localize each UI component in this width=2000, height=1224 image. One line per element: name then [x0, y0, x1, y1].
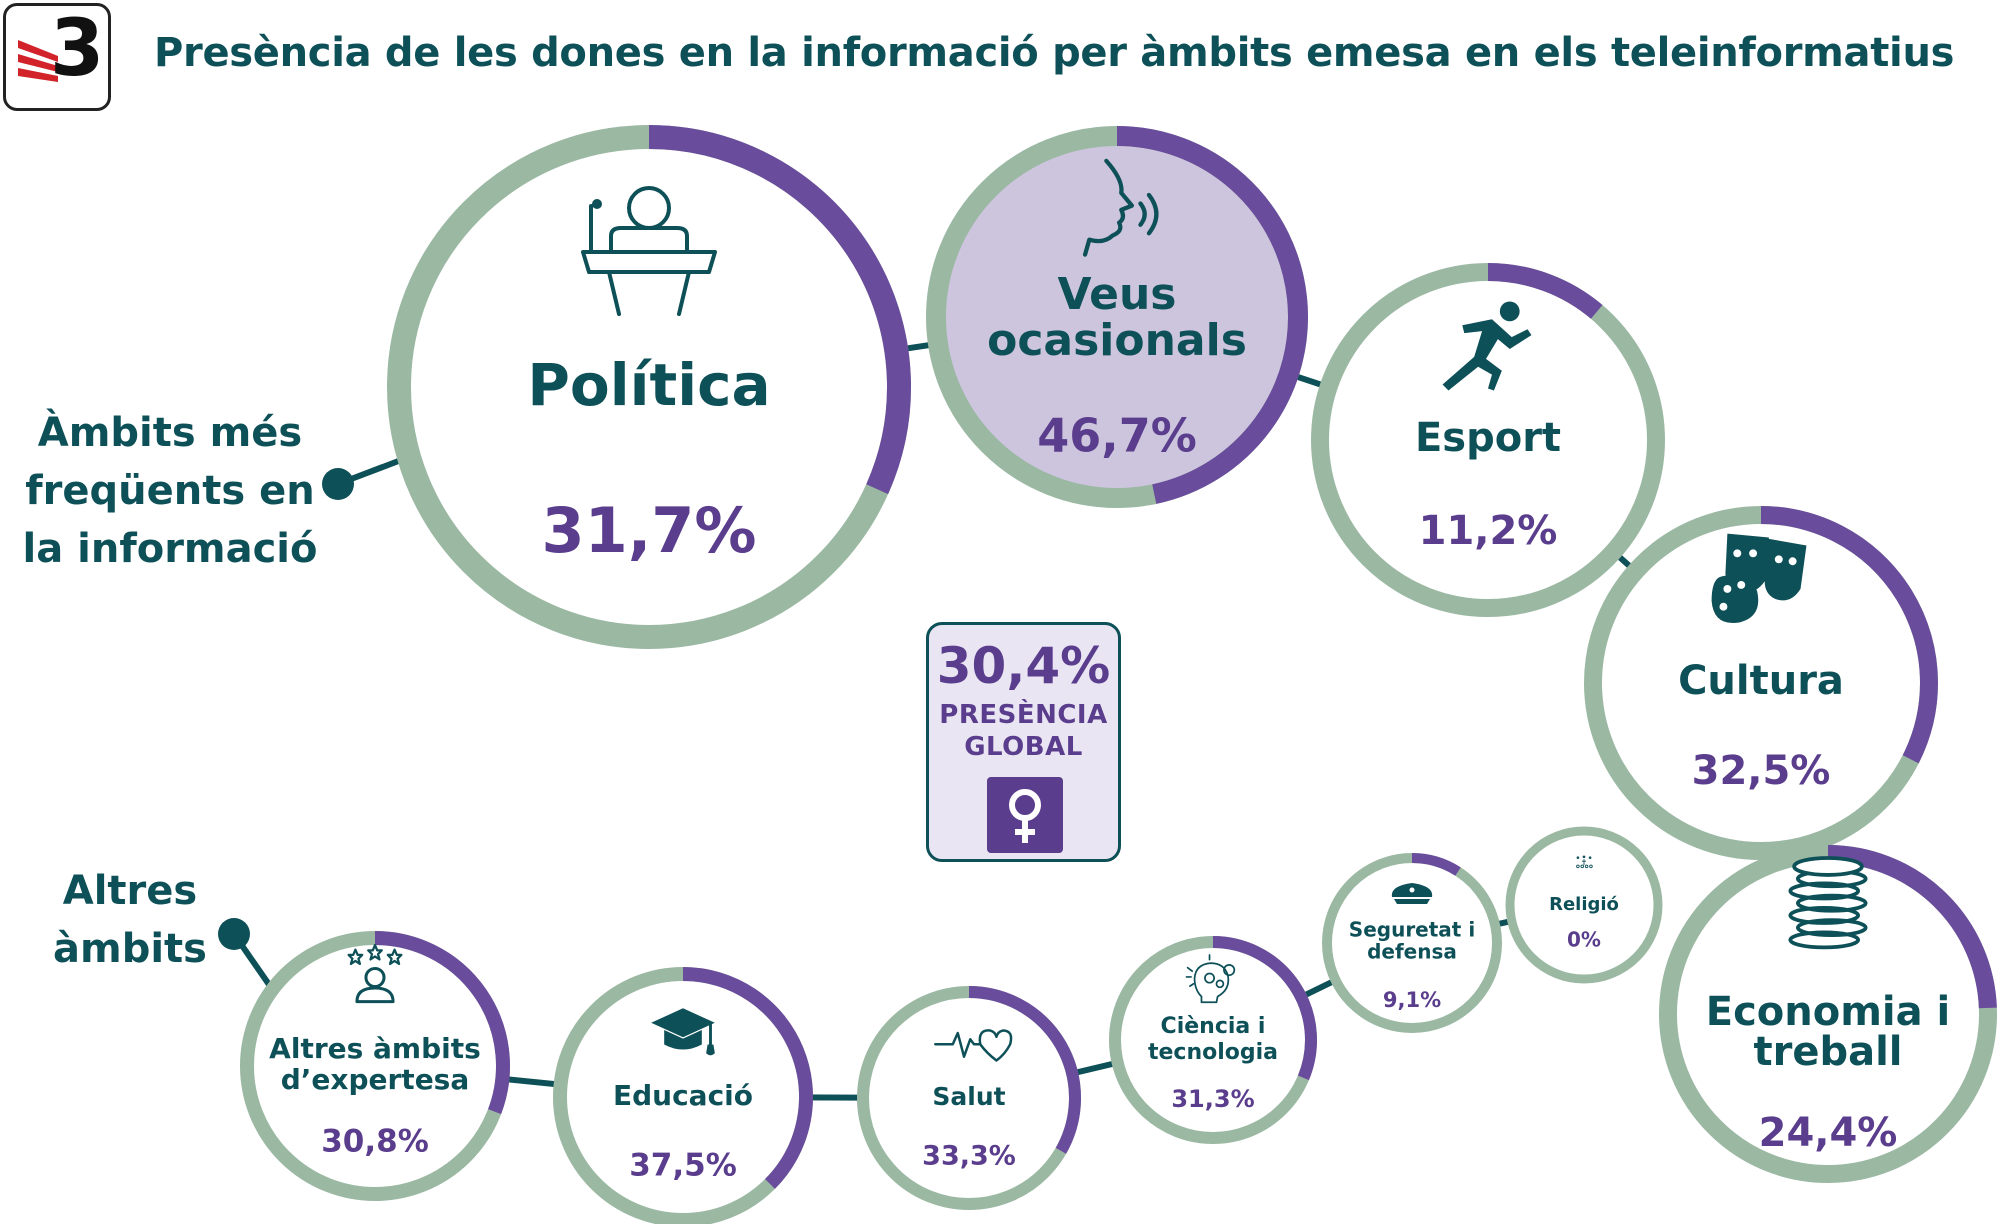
bubble-value: 0%: [1567, 928, 1601, 952]
donut-women-arc: [374, 931, 510, 1115]
global-presence-label-line: GLOBAL: [964, 732, 1083, 762]
bubble-value: 37,5%: [629, 1148, 737, 1184]
bubble-label: tecnologia: [1148, 1040, 1278, 1065]
speaking-face-icon: [1082, 158, 1159, 257]
donut-women-arc: [1760, 506, 1938, 764]
theater-masks-palette-icon: [1711, 533, 1807, 624]
bubble-value: 31,3%: [1171, 1085, 1254, 1113]
bubble-value: 24,4%: [1759, 1110, 1898, 1156]
bubble-label: Seguretat i: [1349, 918, 1475, 942]
global-presence-box: 30,4% PRESÈNCIA GLOBAL: [926, 622, 1121, 862]
main-group-label: Àmbits més freqüents en la informació: [20, 404, 320, 578]
bubble-label: ocasionals: [987, 315, 1247, 366]
donut-women-arc: [682, 967, 813, 1189]
donut-bubble: Educació 37,5%: [553, 967, 813, 1224]
other-group-label: Altres àmbits: [30, 862, 230, 978]
bubble-label: Política: [527, 351, 770, 419]
bubble-value: 9,1%: [1383, 988, 1441, 1012]
donut-women-arc: [1827, 845, 1997, 1009]
donut-bubble: Religió 0%: [1505, 826, 1663, 984]
bubble-value: 11,2%: [1419, 508, 1558, 554]
police-cap-icon: [1391, 883, 1433, 904]
main-group-label-line: Àmbits més: [37, 410, 303, 456]
page-title: Presència de les dones en la informació …: [154, 30, 1955, 76]
heartbeat-icon: [934, 1029, 1013, 1062]
other-group-leader-dot: [218, 918, 250, 950]
bubble-label: treball: [1753, 1029, 1902, 1075]
bubble-label: Educació: [613, 1079, 753, 1112]
global-presence-value: 30,4%: [936, 637, 1111, 695]
donut-ring: [1505, 826, 1663, 984]
coin-stack-icon: [1788, 856, 1868, 950]
main-group-label-line: freqüents en: [25, 468, 315, 514]
bubble-label: Cultura: [1678, 658, 1844, 704]
donut-women-arc: [1116, 126, 1308, 504]
bubble-label: Ciència i: [1161, 1014, 1266, 1039]
donut-women-arc: [1411, 853, 1461, 876]
logo-stripes-icon: [18, 40, 58, 82]
bubble-label: defensa: [1367, 940, 1457, 964]
other-group-label-line: Altres: [62, 868, 198, 914]
bubble-label: Economia i: [1706, 989, 1951, 1035]
donut-bubble: Cultura 32,5%: [1584, 506, 1938, 860]
donut-bubble: Política 31,7%: [387, 125, 911, 649]
expert-stars-icon: [347, 943, 403, 1004]
bubble-value: 32,5%: [1692, 748, 1831, 794]
graduation-cap-icon: [651, 1008, 715, 1056]
tv3-logo: 3: [3, 3, 111, 111]
bubble-value: 46,7%: [1037, 409, 1197, 463]
brain-gears-icon: [1185, 954, 1236, 1004]
female-symbol-icon: [987, 777, 1063, 853]
global-presence-label-line: PRESÈNCIA: [939, 700, 1108, 730]
donut-bubble: Salut 33,3%: [857, 986, 1081, 1210]
donut-women-arc: [968, 986, 1081, 1154]
donut-women-arc: [648, 125, 911, 495]
bubble-label: Religió: [1549, 894, 1619, 915]
bubble-label: Esport: [1415, 415, 1561, 461]
podium-speaker-icon: [581, 186, 717, 316]
religion-symbols-icon: [1576, 855, 1593, 869]
bubble-label: Altres àmbits: [269, 1032, 481, 1065]
other-group-label-line: àmbits: [53, 926, 207, 972]
donut-women-arc: [1212, 936, 1317, 1081]
donut-women-arc: [1487, 263, 1603, 319]
bubble-value: 30,8%: [321, 1124, 429, 1160]
bubble-label: Salut: [932, 1082, 1005, 1111]
main-group-leader-dot: [322, 468, 354, 500]
bubble-value: 33,3%: [922, 1141, 1016, 1172]
bubble-label: d’expertesa: [281, 1063, 470, 1096]
donut-bubble: Esport 11,2%: [1311, 263, 1665, 617]
bubble-label: Veus: [1057, 269, 1176, 320]
main-group-label-line: la informació: [22, 526, 318, 572]
runner-icon: [1442, 301, 1532, 391]
logo-number: 3: [50, 4, 105, 94]
bubble-value: 31,7%: [541, 494, 756, 567]
